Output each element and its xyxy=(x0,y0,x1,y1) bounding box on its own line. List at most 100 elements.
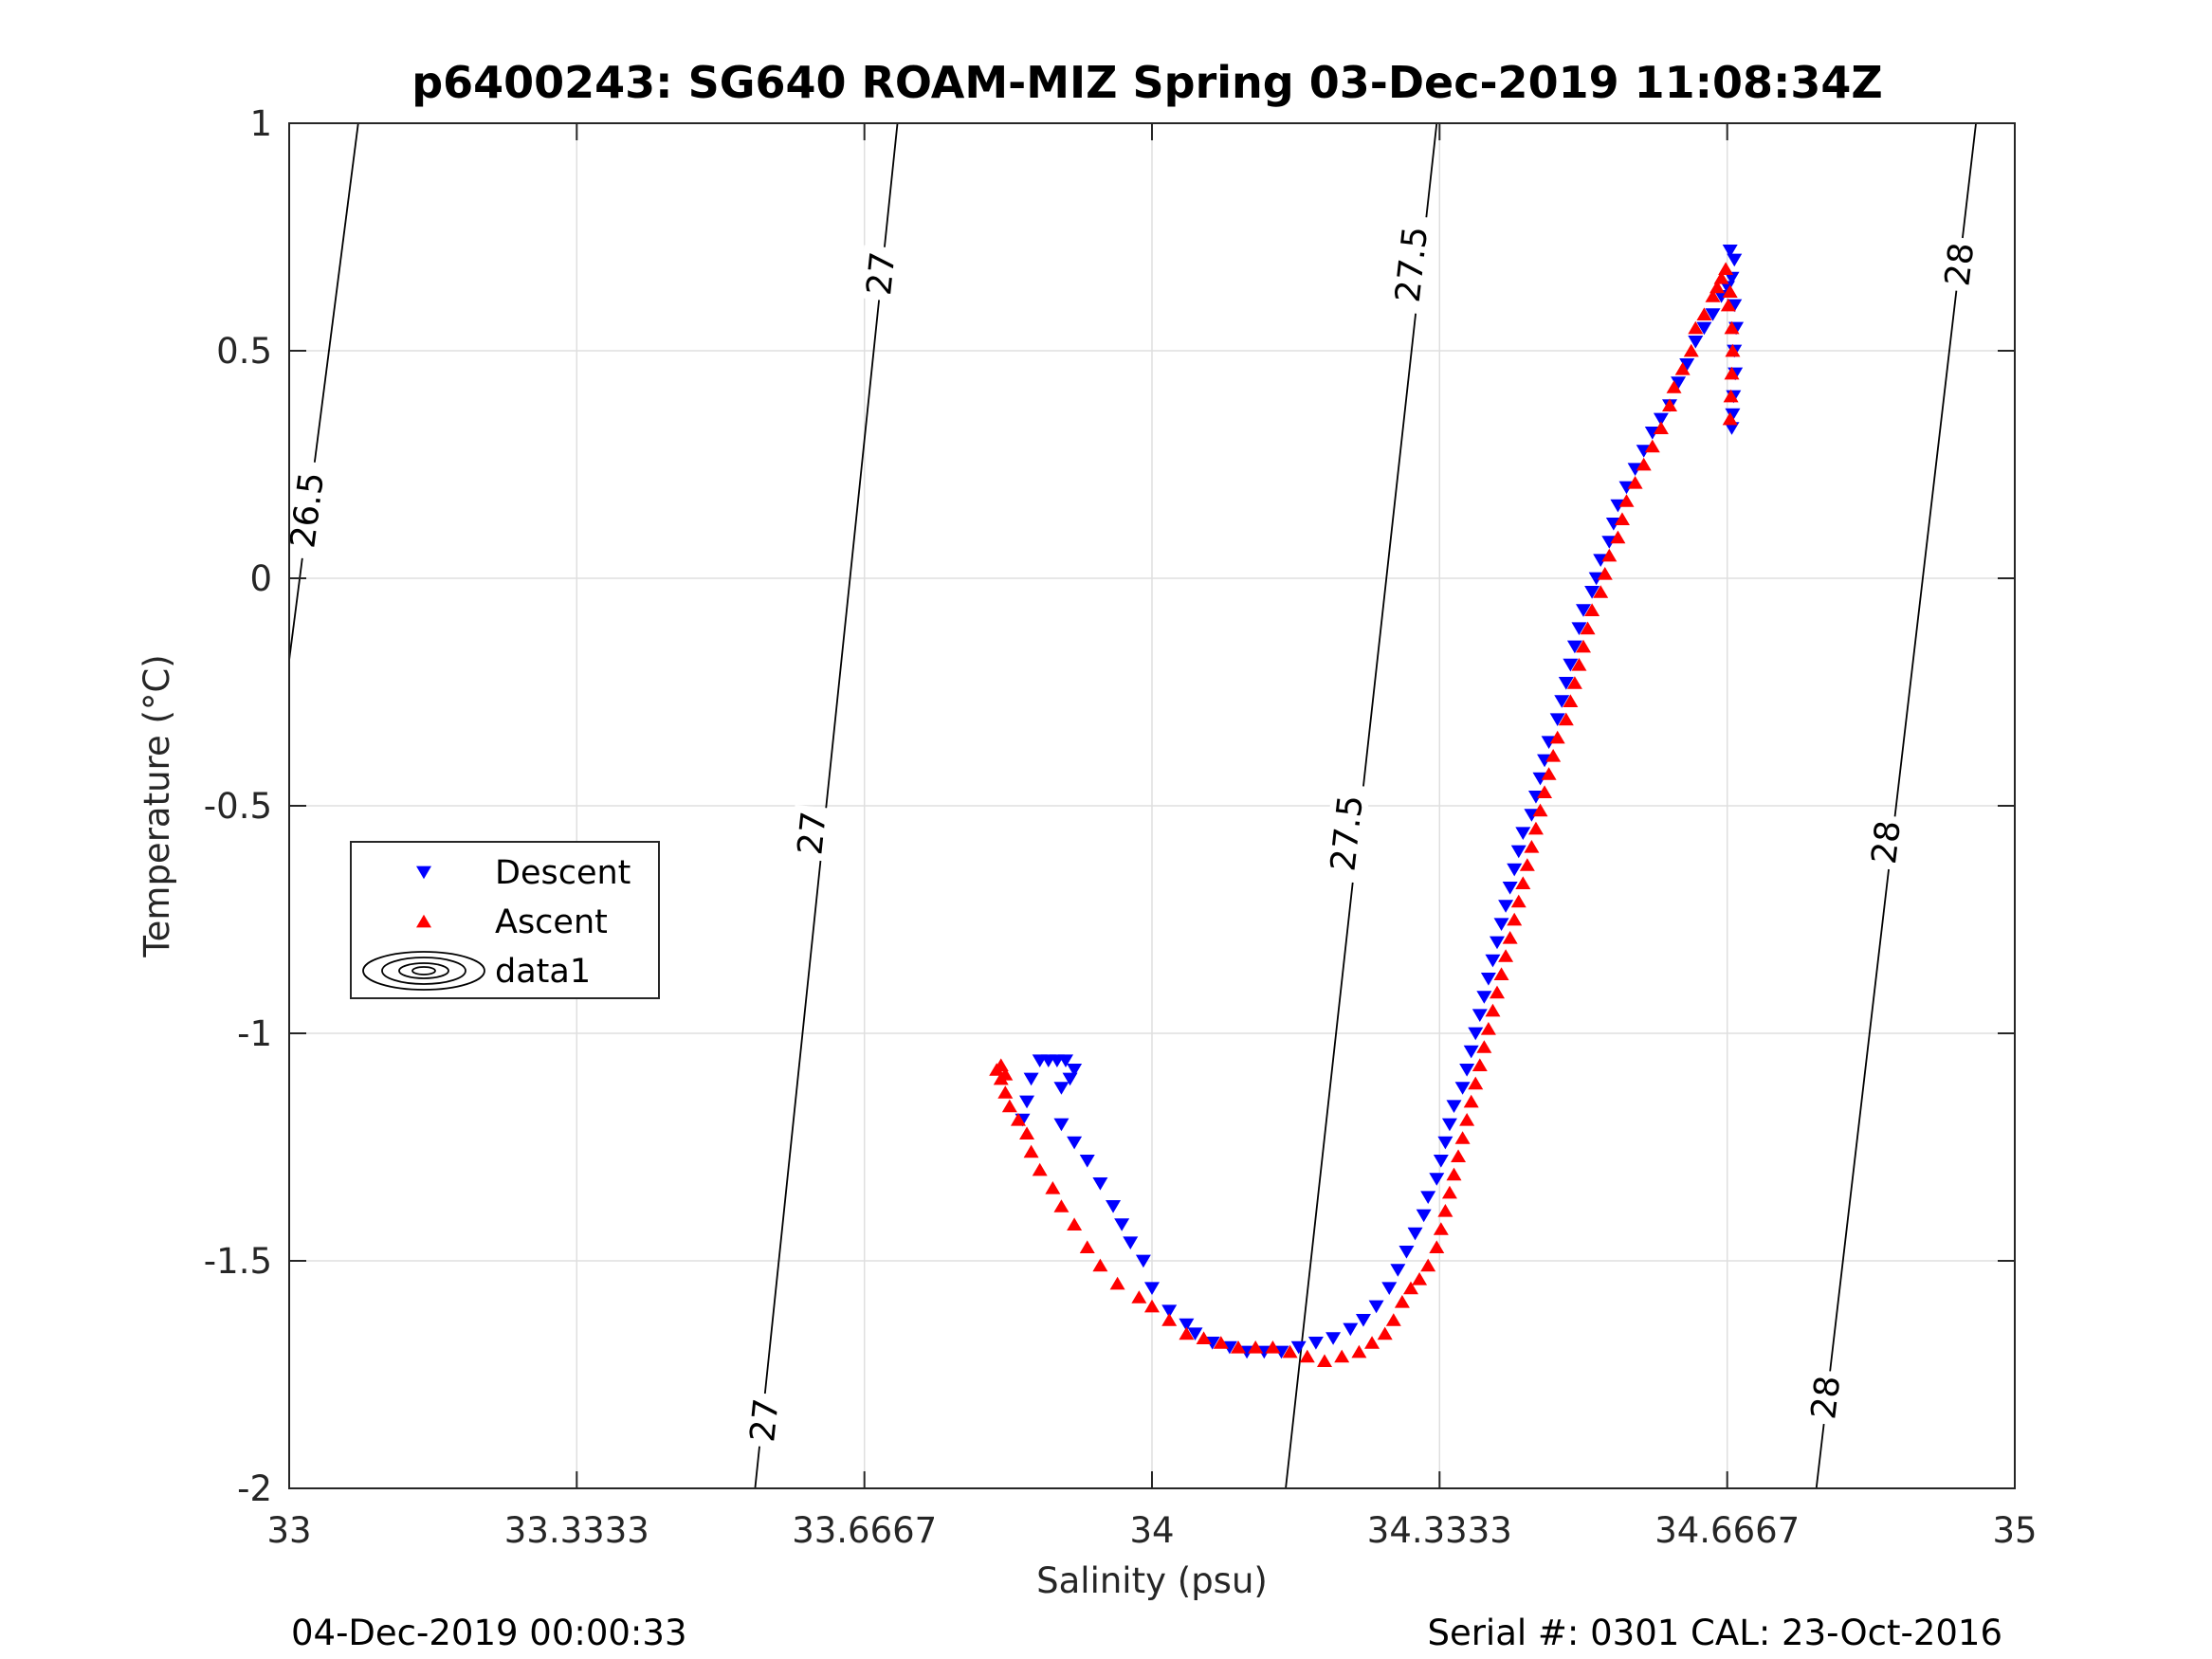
legend-marker-data1-contour xyxy=(381,957,466,985)
ascent-point xyxy=(1463,1094,1479,1108)
ascent-point xyxy=(1001,1099,1017,1113)
y-tick-label: 0 xyxy=(249,558,272,599)
descent-point xyxy=(1727,253,1743,267)
ascent-point xyxy=(1131,1290,1147,1304)
ascent-point xyxy=(1231,1340,1246,1354)
descent-point xyxy=(1407,1227,1423,1241)
ascent-point xyxy=(1519,858,1535,871)
isopycnal-label-bg xyxy=(1936,235,1981,293)
ascent-point xyxy=(1079,1240,1095,1253)
chart-title: p6400243: SG640 ROAM-MIZ Spring 03-Dec-2… xyxy=(411,57,1883,108)
ascent-point xyxy=(1429,1240,1445,1253)
ascent-point xyxy=(1724,366,1740,380)
isopycnal-label-bg xyxy=(1863,813,1908,871)
descent-point xyxy=(1437,1136,1453,1150)
ascent-point xyxy=(1724,320,1740,335)
descent-point xyxy=(1563,658,1579,672)
descent-point xyxy=(1053,1118,1069,1132)
isopycnal-label-group: 26.5 xyxy=(281,459,332,561)
isopycnal-label-bg xyxy=(1322,782,1371,884)
isopycnal-label-group: 27 xyxy=(858,245,904,302)
isopycnal-label-bg xyxy=(741,1392,786,1449)
ascent-point xyxy=(1653,421,1669,434)
descent-point xyxy=(1398,1246,1415,1259)
descent-point xyxy=(1355,1314,1371,1327)
isopycnal-label-bg xyxy=(789,804,833,862)
ascent-point xyxy=(1282,1344,1298,1358)
ascent-point xyxy=(1725,343,1741,357)
ascent-point xyxy=(1618,494,1635,507)
ascent-point xyxy=(1299,1349,1315,1363)
ascent-point xyxy=(1580,621,1596,635)
descent-point xyxy=(1114,1218,1130,1231)
y-tick-label: 1 xyxy=(249,103,272,144)
isopycnal-line xyxy=(754,122,899,1489)
ascent-point xyxy=(1601,548,1618,562)
ascent-point xyxy=(1019,1126,1035,1139)
legend-marker-ascent xyxy=(416,914,431,928)
ascent-point xyxy=(1722,284,1738,298)
ascent-point xyxy=(1476,1040,1492,1053)
isopycnal-label: 28 xyxy=(1865,818,1909,866)
ascent-point xyxy=(1480,1022,1496,1035)
ascent-point xyxy=(1045,1181,1061,1194)
ascent-point xyxy=(1010,1113,1026,1126)
ascent-point xyxy=(1472,1058,1488,1071)
isopycnal-label-group: 27 xyxy=(789,804,834,862)
isopycnal-label: 27 xyxy=(791,810,834,857)
ascent-point xyxy=(1317,1354,1332,1367)
ascent-point xyxy=(1493,967,1509,980)
descent-point xyxy=(1067,1064,1083,1077)
descent-point xyxy=(1019,1095,1035,1109)
ascent-point xyxy=(1563,694,1579,707)
ascent-point xyxy=(1558,712,1574,726)
y-tick-label: -1.5 xyxy=(204,1241,272,1282)
descent-point xyxy=(1671,376,1687,390)
ascent-point xyxy=(1662,398,1677,411)
ascent-point xyxy=(1527,821,1544,835)
descent-point xyxy=(1696,321,1712,336)
legend-markers xyxy=(362,866,485,991)
descent-point xyxy=(1092,1177,1108,1191)
ascent-point xyxy=(1420,1258,1436,1272)
descent-point xyxy=(1144,1282,1160,1295)
legend-box xyxy=(350,841,660,999)
ascent-point xyxy=(1403,1281,1418,1295)
ascent-point xyxy=(1674,362,1691,375)
ascent-point xyxy=(1433,1222,1449,1235)
ascent-point xyxy=(1334,1349,1350,1363)
legend-label-descent: Descent xyxy=(495,854,631,892)
descent-point xyxy=(1420,1191,1436,1204)
ascent-point xyxy=(1507,912,1523,926)
isopycnal-line xyxy=(288,122,359,661)
descent-point xyxy=(1554,695,1570,708)
ascent-point xyxy=(1032,1162,1048,1176)
descent-point xyxy=(1343,1322,1359,1337)
ascent-point xyxy=(1023,1144,1039,1158)
descent-point xyxy=(1472,1009,1488,1022)
ascent-point xyxy=(993,1058,1009,1071)
ascent-point xyxy=(1576,639,1591,653)
descent-point xyxy=(1558,677,1574,690)
x-axis-label: Salinity (psu) xyxy=(1036,1560,1268,1601)
ascent-point xyxy=(1490,985,1505,999)
descent-point xyxy=(1498,900,1514,913)
ascent-point xyxy=(1705,289,1721,302)
descent-point xyxy=(1571,622,1587,635)
descent-point xyxy=(1719,281,1735,294)
descent-point xyxy=(1476,991,1492,1004)
descent-point xyxy=(1507,863,1523,877)
ascent-point xyxy=(1498,949,1514,962)
descent-point xyxy=(1106,1200,1122,1213)
descent-point xyxy=(1724,271,1740,285)
ascent-point xyxy=(1688,320,1704,335)
ascent-point xyxy=(1451,1149,1467,1162)
ascent-point xyxy=(1683,343,1699,357)
x-tick-label: 33.3333 xyxy=(504,1510,649,1551)
isopycnal-label: 27.5 xyxy=(1324,793,1371,873)
y-tick-label: 0.5 xyxy=(216,331,272,372)
ascent-point xyxy=(1636,457,1652,471)
isopycnal-label-bg xyxy=(858,245,903,302)
isopycnal-label-bg xyxy=(281,459,332,561)
